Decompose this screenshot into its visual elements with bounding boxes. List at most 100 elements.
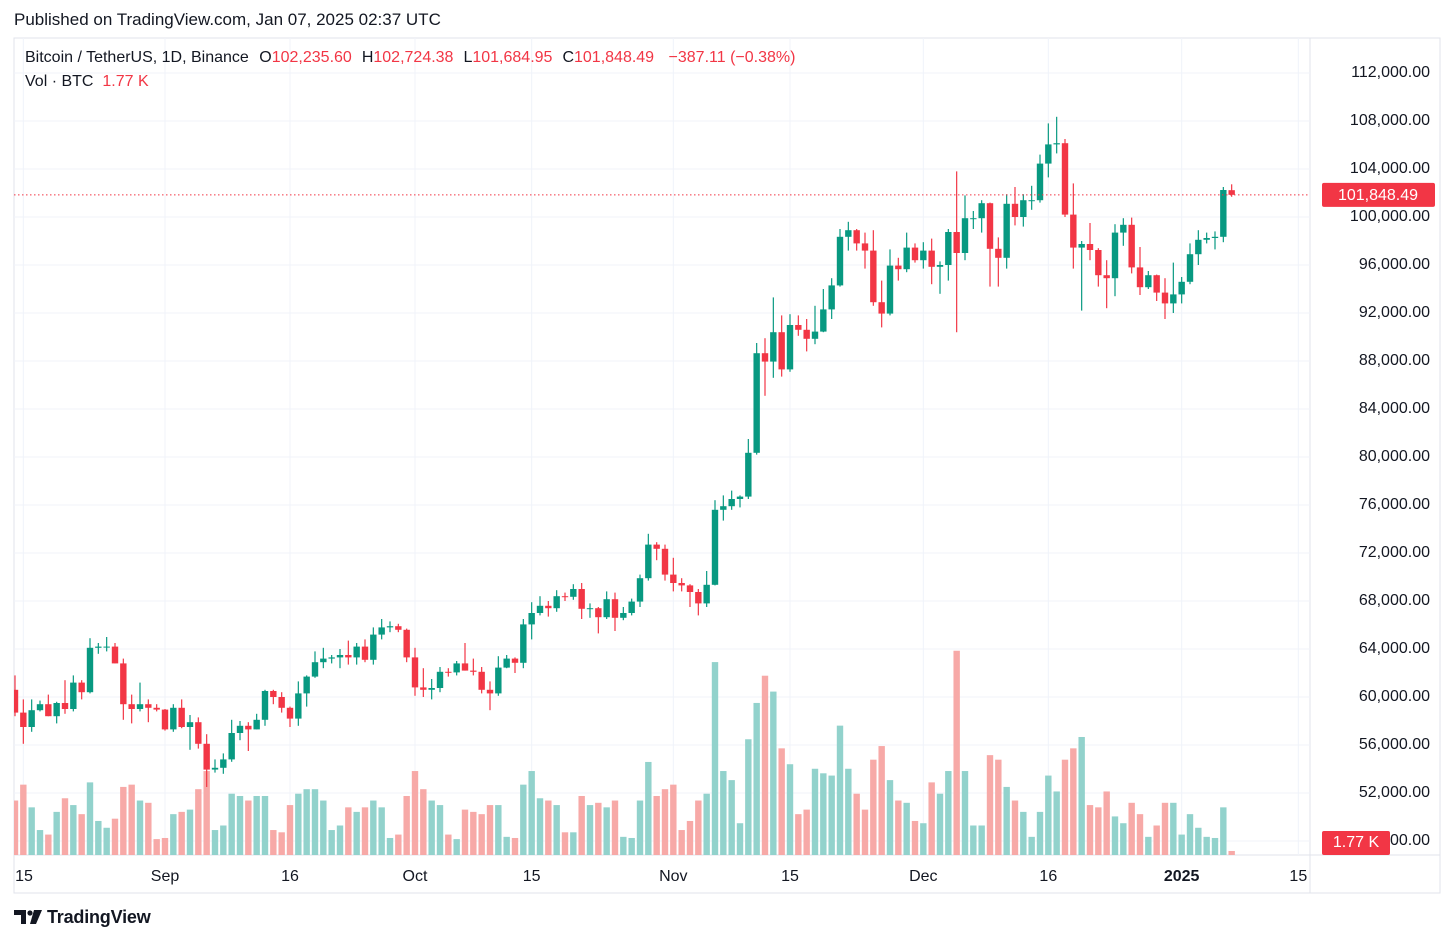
volume-bar [836,725,844,855]
volume-bar [1086,805,1094,855]
volume-bar [653,795,660,855]
volume-bar [886,780,894,855]
candle-body [153,707,160,710]
candle-body [536,605,544,613]
volume-bar [828,775,835,855]
candle-body [1003,203,1010,258]
candle-body [786,325,794,370]
volume-bar [853,793,860,855]
candle-body [436,671,444,688]
candle-body [553,596,560,609]
volume-bar [970,825,977,855]
volume-bar [20,784,27,855]
candle-body [995,248,1002,258]
candle-body [936,265,944,267]
candle-body [1020,200,1027,218]
volume-bar [986,755,994,855]
candle-body [928,250,935,267]
volume-bar [470,811,477,855]
volume-bar [120,786,127,855]
volume-bar [328,830,335,855]
candle-body [1203,238,1210,240]
volume-bar [70,805,77,855]
candle-body [461,663,469,671]
y-tick-label: 56,000.00 [1359,736,1430,753]
candle-body [311,662,319,677]
candle-body [395,626,402,630]
candle-body [228,732,235,760]
volume-bar [336,825,344,855]
candle-body [286,707,294,719]
candle-body [95,646,102,648]
volume-bar [736,823,744,855]
volume-bar [545,800,552,855]
candle-body [403,629,410,658]
candle-body [1103,275,1110,279]
volume-bar [445,834,452,855]
candle-body [670,574,677,583]
volume-bar [245,800,252,855]
volume-bar [345,807,352,855]
candle-body [603,599,610,618]
candle-body [870,250,877,303]
volume-bar [403,795,410,855]
y-tick-label: 76,000.00 [1359,496,1430,513]
volume-bar [411,771,419,855]
volume-bar [261,795,269,855]
candle-body [986,203,994,249]
candle-body [628,601,635,613]
candle-body [220,759,227,768]
candle-body [745,452,752,497]
x-tick-label: 15 [523,868,541,885]
legend-symbol: Bitcoin / TetherUS, 1D, Binance [25,49,249,66]
candle-body [345,654,352,658]
candle-body [1161,292,1169,304]
candle-body [1178,281,1185,295]
y-tick-label: 108,000.00 [1350,112,1430,129]
candle-body [245,725,252,730]
volume-bar [878,746,885,855]
candle-body [361,646,369,660]
volume-bar [495,805,502,855]
candle-body [36,704,44,711]
candle-body [653,544,660,549]
volume-bar [578,795,585,855]
volume-bar [14,800,19,855]
volume-bar [236,795,244,855]
volume-bar [170,814,177,855]
x-tick-label: 16 [1039,868,1057,885]
candle-body [20,712,27,727]
volume-bar [528,771,535,855]
volume-bar [395,834,402,855]
volume-bar [1036,811,1044,855]
candle-body [261,690,269,720]
candle-body [14,689,19,713]
candle-body [203,743,210,770]
candle-body [636,578,644,602]
volume-bar [603,807,610,855]
volume-bar [628,837,635,855]
candle-body [778,332,785,370]
last-volume-tag [1322,831,1390,855]
volume-bar [270,830,277,855]
candle-body [386,626,394,628]
x-tick-label: Sep [151,868,180,885]
volume-bar [286,805,294,855]
candle-body [478,671,485,690]
volume-bar [895,800,902,855]
candle-body [1220,190,1227,237]
volume-bar [1145,836,1152,855]
volume-bar [561,832,569,855]
volume-bar [678,830,685,855]
candle-body [253,719,260,730]
candle-body [836,236,844,286]
volume-bar [145,802,152,855]
volume-bar [1195,827,1202,855]
candle-body [236,725,244,733]
x-tick-label: Dec [909,868,937,885]
volume-bar [320,800,327,855]
candle-body [1145,275,1152,288]
y-tick-label: 52,000.00 [1359,784,1430,801]
volume-bar [1011,800,1019,855]
